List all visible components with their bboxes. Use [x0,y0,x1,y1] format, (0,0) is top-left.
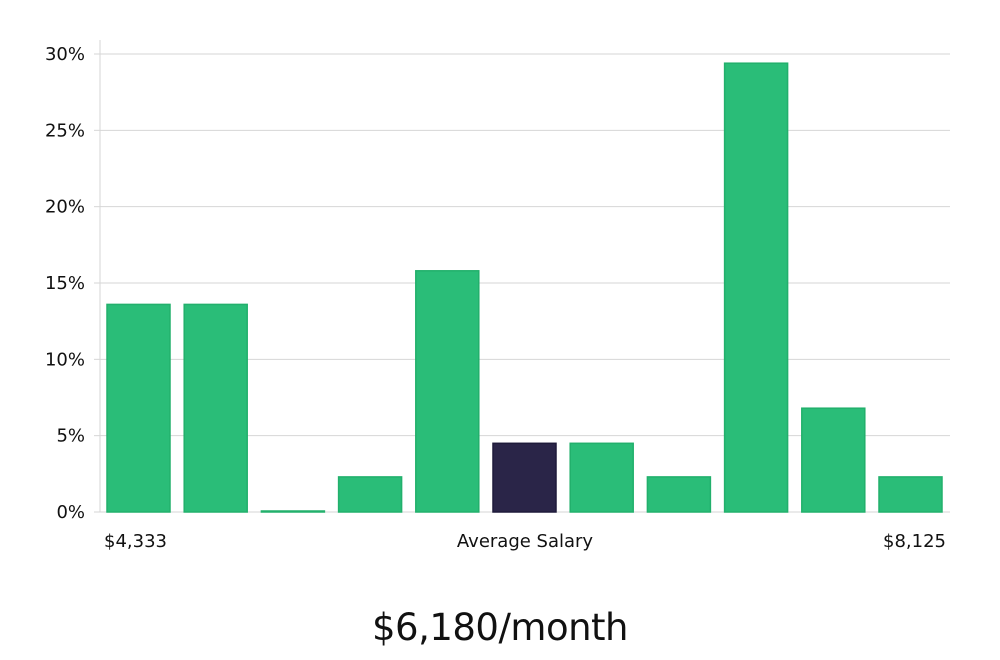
bar [569,442,634,513]
y-axis-ticks: 0% 5% 10% 15% 20% 25% 30% [45,44,100,523]
bar [646,476,712,513]
bars [106,62,943,513]
y-tick-label: 0% [56,502,85,523]
bar [183,303,248,513]
x-axis-title: Average Salary [457,531,594,552]
y-tick-label: 5% [56,426,85,447]
y-tick-label: 10% [45,349,85,370]
average-salary-value: $6,180/month [371,606,629,649]
bar [801,407,866,513]
y-tick-label: 25% [45,120,85,141]
y-tick-label: 30% [45,44,85,65]
salary-histogram-chart: 0% 5% 10% 15% 20% 25% 30% $4,333 Average Salar… [45,40,950,552]
bar [106,303,171,513]
y-tick-label: 20% [45,197,85,218]
bar [260,510,326,513]
bar [723,62,789,513]
bar [878,476,943,513]
bar-highlighted [492,442,557,513]
bar [415,270,480,513]
bar [337,476,403,513]
x-axis-min-label: $4,333 [104,531,167,552]
x-axis-max-label: $8,125 [883,531,946,552]
y-tick-label: 15% [45,273,85,294]
